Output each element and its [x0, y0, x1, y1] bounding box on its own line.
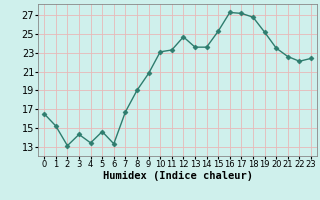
X-axis label: Humidex (Indice chaleur): Humidex (Indice chaleur): [103, 171, 252, 181]
